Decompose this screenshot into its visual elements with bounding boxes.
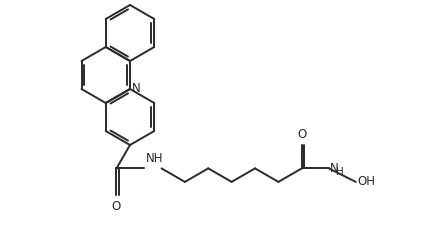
Text: NH: NH xyxy=(145,152,163,165)
Text: H: H xyxy=(336,167,343,177)
Text: O: O xyxy=(297,129,307,141)
Text: OH: OH xyxy=(358,175,376,188)
Text: N: N xyxy=(330,162,339,175)
Text: N: N xyxy=(132,82,141,96)
Text: O: O xyxy=(112,200,121,213)
